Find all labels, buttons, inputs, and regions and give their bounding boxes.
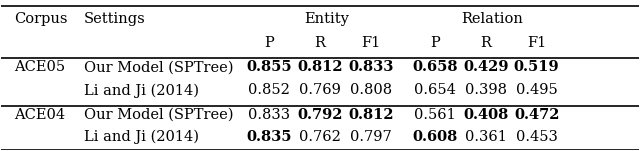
Text: 0.835: 0.835 [246,130,292,144]
Text: ACE05: ACE05 [14,60,65,74]
Text: 0.797: 0.797 [350,130,392,144]
Text: P: P [264,36,274,50]
Text: Our Model (SPTree): Our Model (SPTree) [84,108,234,122]
Text: 0.833: 0.833 [348,60,394,74]
Text: 0.808: 0.808 [350,83,392,97]
Text: 0.453: 0.453 [516,130,557,144]
Text: 0.472: 0.472 [514,108,559,122]
Text: Li and Ji (2014): Li and Ji (2014) [84,130,199,144]
Text: P: P [430,36,440,50]
Text: 0.561: 0.561 [414,108,456,122]
Text: 0.608: 0.608 [412,130,458,144]
Text: 0.762: 0.762 [299,130,341,144]
Text: 0.654: 0.654 [414,83,456,97]
Text: Entity: Entity [304,12,349,26]
Text: 0.495: 0.495 [516,83,557,97]
Text: 0.812: 0.812 [297,60,343,74]
Text: Our Model (SPTree): Our Model (SPTree) [84,60,234,74]
Text: Corpus: Corpus [14,12,68,26]
Text: ACE04: ACE04 [14,108,65,122]
Text: 0.855: 0.855 [246,60,292,74]
Text: 0.833: 0.833 [248,108,290,122]
Text: 0.769: 0.769 [299,83,341,97]
Text: 0.361: 0.361 [465,130,507,144]
Text: 0.812: 0.812 [348,108,394,122]
Text: Settings: Settings [84,12,146,26]
Text: Relation: Relation [461,12,523,26]
Text: 0.852: 0.852 [248,83,290,97]
Text: Li and Ji (2014): Li and Ji (2014) [84,83,199,98]
Text: 0.658: 0.658 [412,60,458,74]
Text: R: R [480,36,491,50]
Text: R: R [315,36,325,50]
Text: 0.429: 0.429 [463,60,508,74]
Text: 0.792: 0.792 [297,108,343,122]
Text: F1: F1 [362,36,381,50]
Text: F1: F1 [527,36,547,50]
Text: 0.519: 0.519 [514,60,559,74]
Text: 0.408: 0.408 [463,108,508,122]
Text: 0.398: 0.398 [465,83,507,97]
